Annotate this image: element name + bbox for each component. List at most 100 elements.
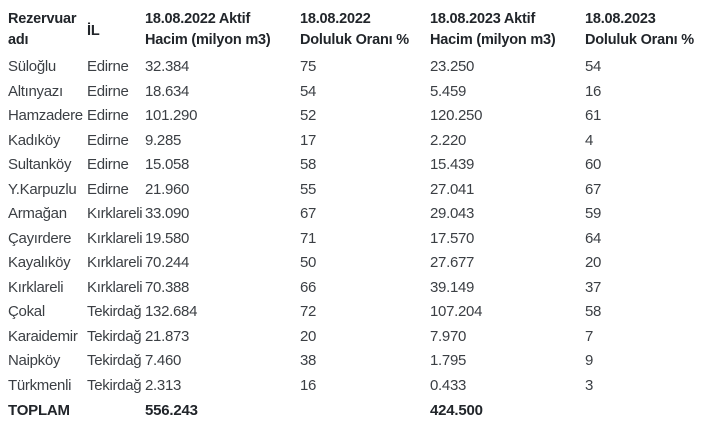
cell-volume-2022: 132.684	[145, 303, 198, 320]
cell-reservoir-name: Hamzadere	[8, 107, 83, 124]
cell-fill-rate-2023: 64	[585, 229, 602, 247]
cell-fill-rate-2022: 55	[300, 180, 317, 198]
header-volume-2023: 18.08.2023 Aktif Hacim (milyon m3)	[430, 0, 585, 55]
header-line: Rezervuar	[8, 11, 77, 27]
cell-fill-rate-2023: 3	[585, 376, 594, 394]
table-row: Y.Karpuzlu Edirne 21.960 55 27.041 67	[0, 178, 703, 203]
cell-volume-2022: 2.313	[145, 376, 182, 394]
cell-fill-rate-2022: 75	[300, 58, 317, 75]
cell-province: Kırklareli	[87, 278, 143, 296]
total-fill-rate-2023-empty	[585, 398, 703, 424]
cell-volume-2022: 19.580	[145, 229, 190, 247]
table-row: Çayırdere Kırklareli 19.580 71 17.570 64	[0, 227, 703, 252]
cell-province: Edirne	[87, 58, 129, 75]
table-body: Süloğlu Edirne 32.384 75 23.250 54 Altın…	[0, 55, 703, 424]
header-line: adı	[8, 32, 29, 48]
cell-province: Edirne	[87, 107, 129, 124]
cell-volume-2023: 107.204	[430, 303, 483, 320]
cell-volume-2023: 5.459	[430, 82, 467, 100]
cell-fill-rate-2023: 9	[585, 352, 594, 369]
cell-fill-rate-2022: 52	[300, 107, 317, 124]
cell-fill-rate-2023: 4	[585, 131, 594, 149]
cell-province: Edirne	[87, 82, 129, 100]
header-line: 18.08.2022 Aktif	[145, 11, 251, 27]
table-row: Hamzadere Edirne 101.290 52 120.250 61	[0, 104, 703, 129]
cell-fill-rate-2022: 54	[300, 82, 317, 100]
cell-volume-2023: 27.041	[430, 180, 475, 198]
cell-volume-2022: 70.388	[145, 278, 190, 296]
total-province-empty	[87, 398, 145, 424]
cell-volume-2023: 29.043	[430, 205, 475, 222]
cell-volume-2022: 9.285	[145, 131, 182, 149]
cell-reservoir-name: Kırklareli	[8, 278, 64, 296]
cell-volume-2023: 17.570	[430, 229, 475, 247]
cell-volume-2023: 1.795	[430, 352, 467, 369]
cell-fill-rate-2022: 50	[300, 254, 317, 271]
cell-fill-rate-2023: 58	[585, 303, 602, 320]
header-volume-2022: 18.08.2022 Aktif Hacim (milyon m3)	[145, 0, 300, 55]
cell-reservoir-name: Türkmenli	[8, 376, 72, 394]
header-fill-rate-2023: 18.08.2023 Doluluk Oranı %	[585, 0, 703, 55]
header-province: İL	[87, 0, 145, 55]
cell-province: Tekirdağ	[87, 352, 142, 369]
cell-volume-2023: 23.250	[430, 58, 475, 75]
cell-fill-rate-2023: 61	[585, 107, 602, 124]
cell-volume-2022: 15.058	[145, 156, 190, 173]
header-reservoir-name: Rezervuar adı	[0, 0, 87, 55]
cell-fill-rate-2023: 7	[585, 327, 594, 345]
cell-fill-rate-2023: 54	[585, 58, 602, 75]
cell-volume-2022: 21.873	[145, 327, 190, 345]
header-line: 18.08.2023 Aktif	[430, 11, 536, 27]
cell-fill-rate-2022: 38	[300, 352, 317, 369]
cell-province: Edirne	[87, 131, 129, 149]
cell-volume-2022: 7.460	[145, 352, 182, 369]
cell-fill-rate-2023: 59	[585, 205, 602, 222]
cell-volume-2022: 33.090	[145, 205, 190, 222]
cell-volume-2022: 32.384	[145, 58, 190, 75]
header-line: Hacim (milyon m3)	[430, 32, 556, 48]
cell-fill-rate-2022: 58	[300, 156, 317, 173]
total-volume-2022: 556.243	[145, 402, 198, 419]
table-header: Rezervuar adı İL 18.08.2022 Aktif Hacim …	[0, 0, 703, 55]
table-row: Türkmenli Tekirdağ 2.313 16 0.433 3	[0, 374, 703, 399]
cell-fill-rate-2022: 17	[300, 131, 317, 149]
cell-reservoir-name: Çokal	[8, 303, 45, 320]
total-volume-2023: 424.500	[430, 402, 483, 419]
cell-province: Edirne	[87, 180, 129, 198]
header-line: 18.08.2023	[585, 11, 656, 27]
cell-volume-2022: 18.634	[145, 82, 190, 100]
cell-province: Tekirdağ	[87, 327, 142, 345]
table-row: Sultanköy Edirne 15.058 58 15.439 60	[0, 153, 703, 178]
cell-province: Kırklareli	[87, 205, 143, 222]
header-line: Doluluk Oranı %	[300, 32, 409, 48]
cell-reservoir-name: Armağan	[8, 205, 67, 222]
table-row: Kayalıköy Kırklareli 70.244 50 27.677 20	[0, 251, 703, 276]
cell-reservoir-name: Altınyazı	[8, 82, 63, 100]
header-line: Hacim (milyon m3)	[145, 32, 271, 48]
table-row: Kadıköy Edirne 9.285 17 2.220 4	[0, 129, 703, 154]
cell-reservoir-name: Naipköy	[8, 352, 61, 369]
header-row: Rezervuar adı İL 18.08.2022 Aktif Hacim …	[0, 0, 703, 55]
cell-volume-2023: 120.250	[430, 107, 483, 124]
cell-fill-rate-2023: 67	[585, 180, 602, 198]
table-row: Altınyazı Edirne 18.634 54 5.459 16	[0, 80, 703, 105]
cell-fill-rate-2023: 37	[585, 278, 602, 296]
cell-volume-2023: 39.149	[430, 278, 475, 296]
cell-fill-rate-2022: 20	[300, 327, 317, 345]
cell-fill-rate-2022: 72	[300, 303, 317, 320]
table-row: Armağan Kırklareli 33.090 67 29.043 59	[0, 202, 703, 227]
cell-province: Tekirdağ	[87, 303, 142, 320]
cell-volume-2022: 21.960	[145, 180, 190, 198]
header-line: 18.08.2022	[300, 11, 371, 27]
cell-volume-2023: 27.677	[430, 254, 475, 271]
cell-volume-2022: 101.290	[145, 107, 198, 124]
cell-volume-2022: 70.244	[145, 254, 190, 271]
table-row: Naipköy Tekirdağ 7.460 38 1.795 9	[0, 349, 703, 374]
cell-volume-2023: 7.970	[430, 327, 467, 345]
cell-fill-rate-2022: 16	[300, 376, 317, 394]
cell-fill-rate-2022: 71	[300, 229, 317, 247]
cell-reservoir-name: Çayırdere	[8, 229, 72, 247]
header-line: İL	[87, 23, 100, 39]
cell-province: Edirne	[87, 156, 129, 173]
